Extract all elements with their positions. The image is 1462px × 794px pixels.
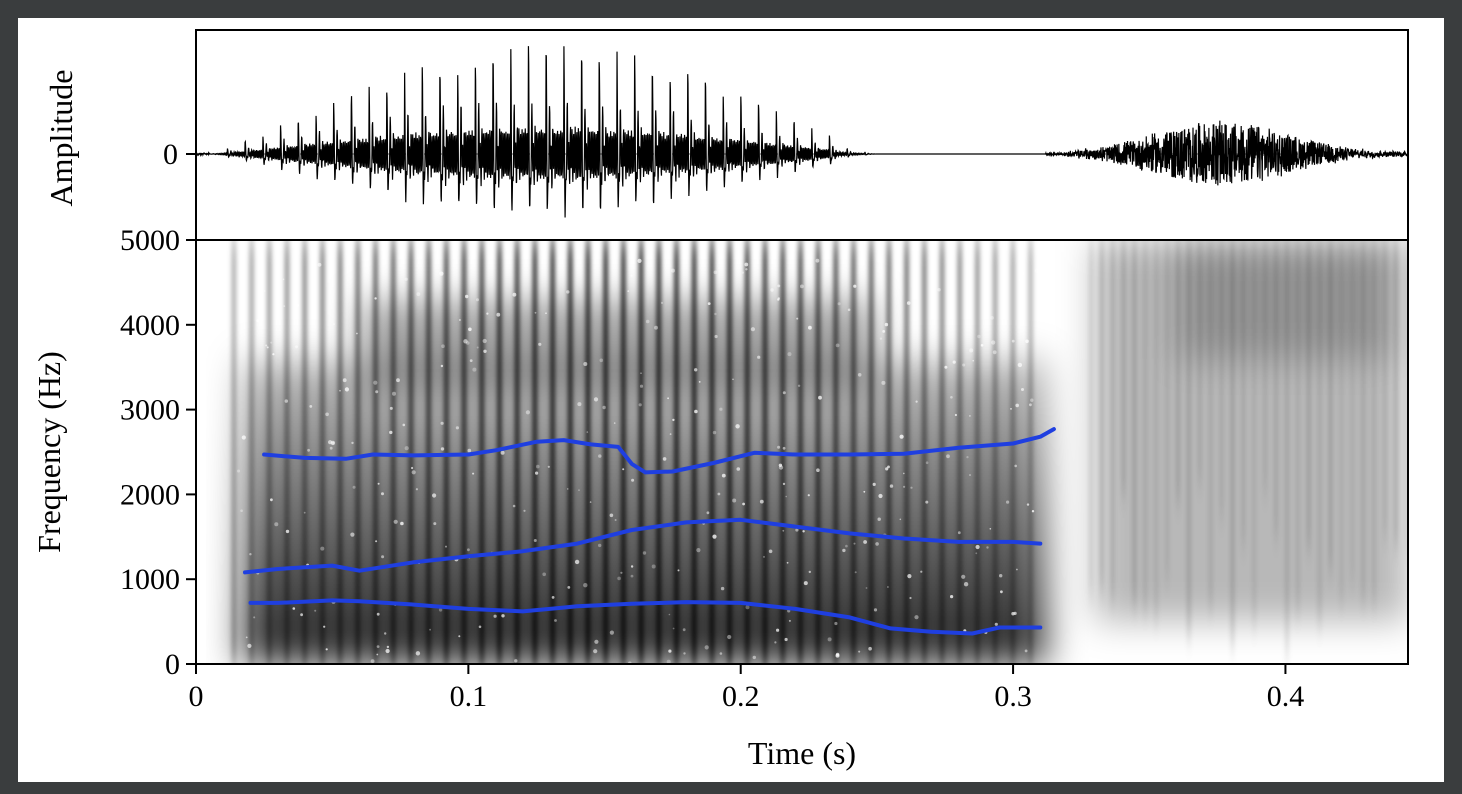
frequency-axis-title: Frequency (Hz) (31, 351, 67, 553)
time-axis-title: Time (s) (748, 735, 856, 771)
spectrogram-frame (195, 239, 1409, 665)
time-tick-label: 0.3 (994, 680, 1032, 713)
waveform-frame (195, 29, 1409, 241)
time-tick-label: 0.1 (450, 680, 488, 713)
frequency-ticks: 0 1000 2000 3000 4000 5000 (120, 224, 196, 681)
formant-track-2 (243, 517, 1043, 575)
figure-canvas: 0 Amplitude 0 1000 2000 3000 4000 5000 0 0.1 0.… (18, 18, 1444, 782)
freq-tick-label: 4000 (120, 309, 180, 342)
formant-track-3 (262, 427, 1056, 475)
freq-tick-label: 3000 (120, 394, 180, 427)
formant-track-1 (248, 598, 1043, 636)
freq-tick-label: 5000 (120, 224, 180, 257)
freq-tick-label: 2000 (120, 478, 180, 511)
time-tick-label: 0 (189, 680, 204, 713)
amplitude-axis-title: Amplitude (43, 70, 79, 207)
freq-tick-label: 0 (165, 648, 180, 681)
time-tick-label: 0.2 (722, 680, 760, 713)
spectrogram-panel: 0 1000 2000 3000 4000 5000 0 0.1 0.2 0.3 0.4 Freq… (31, 224, 1409, 771)
amp-tick-label-0: 0 (163, 138, 178, 171)
time-tick-label: 0.4 (1267, 680, 1305, 713)
waveform-panel: 0 Amplitude (43, 29, 1409, 241)
figure-svg: 0 Amplitude 0 1000 2000 3000 4000 5000 0 0.1 0.… (31, 29, 1409, 771)
spectrogram-striations (231, 240, 1408, 664)
freq-tick-label: 1000 (120, 563, 180, 596)
waveform-trace (196, 46, 1408, 218)
formant-tracks (243, 427, 1056, 636)
spectrogram-speckle (237, 258, 1039, 664)
time-ticks: 0 0.1 0.2 0.3 0.4 (189, 664, 1305, 713)
